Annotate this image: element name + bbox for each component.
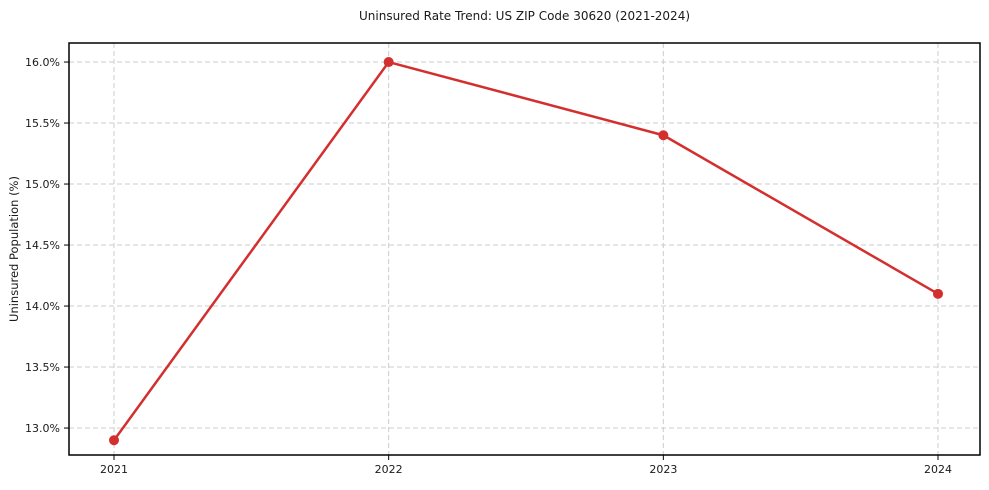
y-tick-label: 14.0% bbox=[25, 300, 60, 313]
y-axis-label: Uninsured Population (%) bbox=[7, 176, 21, 322]
y-tick-label: 16.0% bbox=[25, 56, 60, 69]
y-tick-label: 15.0% bbox=[25, 178, 60, 191]
x-tick-label: 2024 bbox=[924, 463, 952, 476]
data-point-marker bbox=[383, 57, 394, 68]
x-tick-label: 2023 bbox=[649, 463, 677, 476]
x-tick-label: 2022 bbox=[375, 463, 403, 476]
data-point-marker bbox=[109, 435, 119, 446]
data-point-marker bbox=[658, 130, 669, 141]
y-tick-label: 13.0% bbox=[25, 422, 60, 435]
y-tick-label: 15.5% bbox=[25, 117, 60, 130]
data-point-marker bbox=[933, 288, 943, 299]
y-tick-label: 13.5% bbox=[25, 361, 60, 374]
y-tick-label: 14.5% bbox=[25, 239, 60, 252]
x-tick-label: 2021 bbox=[100, 463, 128, 476]
chart-title: Uninsured Rate Trend: US ZIP Code 30620 … bbox=[358, 9, 691, 23]
plot-border bbox=[68, 42, 981, 456]
trend-line bbox=[112, 60, 940, 442]
